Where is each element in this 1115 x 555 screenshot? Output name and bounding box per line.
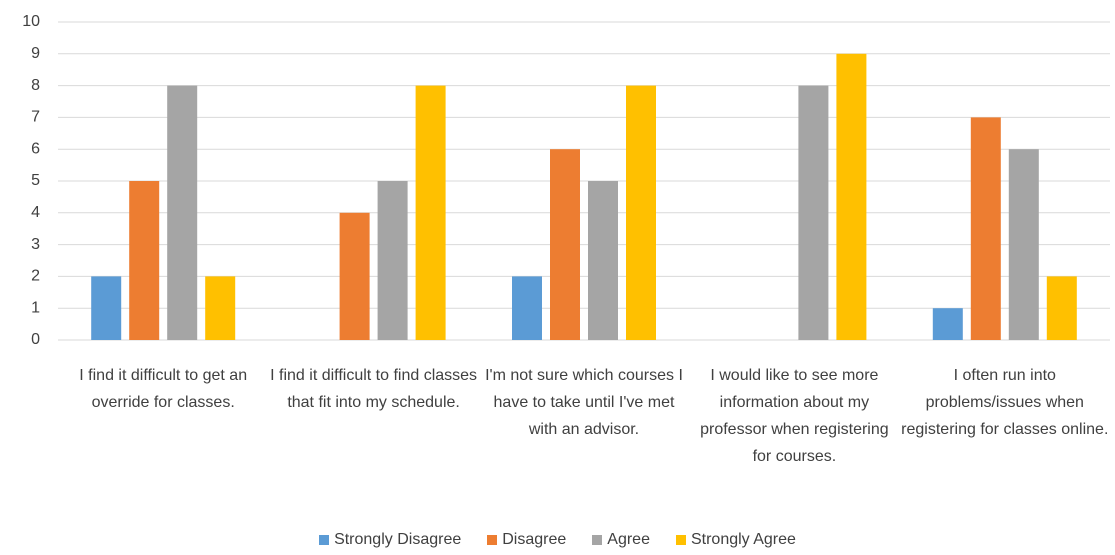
y-tick-label: 2	[31, 268, 40, 285]
bar	[798, 85, 829, 340]
bar	[377, 181, 408, 340]
bar	[129, 181, 160, 340]
bar	[205, 276, 236, 340]
bar	[512, 276, 542, 340]
legend-item: Strongly Agree	[675, 531, 796, 549]
x-tick-label: I find it difficult to find classes that…	[270, 367, 478, 411]
legend-label: Disagree	[502, 531, 567, 548]
bar	[91, 276, 122, 340]
bar	[588, 181, 618, 340]
legend-swatch	[675, 535, 686, 545]
bar	[970, 117, 1001, 341]
x-tick-label: I often run into problems/issues when re…	[901, 367, 1109, 438]
x-tick-label: I find it difficult to get an override f…	[79, 367, 248, 411]
y-tick-label: 7	[31, 109, 40, 126]
bar	[415, 85, 446, 340]
bar	[167, 85, 198, 340]
bar	[1008, 149, 1039, 340]
y-tick-label: 5	[31, 172, 40, 189]
bar	[626, 85, 656, 340]
y-tick-label: 3	[31, 236, 40, 253]
legend-item: Agree	[592, 531, 650, 549]
y-tick-label: 6	[31, 140, 40, 157]
bar	[1046, 276, 1077, 340]
legend-label: Strongly Agree	[690, 531, 796, 548]
x-tick-label: I'm not sure which courses I have to tak…	[485, 367, 683, 438]
legend: Strongly Disagree Disagree Agree Strongly A…	[0, 531, 1115, 549]
legend-swatch	[592, 535, 603, 545]
legend-item: Disagree	[487, 531, 566, 549]
y-tick-label: 10	[22, 13, 40, 30]
legend-swatch	[319, 535, 330, 545]
legend-swatch	[487, 535, 498, 545]
y-tick-label: 0	[31, 331, 40, 348]
legend-label: Agree	[607, 531, 650, 548]
y-tick-label: 8	[31, 77, 40, 94]
x-tick-label: I would like to see more information abo…	[700, 367, 889, 465]
legend-label: Strongly Disagree	[334, 531, 462, 548]
bar	[836, 53, 867, 341]
bar	[339, 212, 370, 340]
y-tick-label: 4	[31, 204, 40, 221]
legend-item: Strongly Disagree	[319, 531, 461, 549]
y-tick-label: 9	[31, 45, 40, 62]
bar	[932, 308, 963, 340]
bar	[550, 149, 580, 340]
y-tick-label: 1	[31, 299, 40, 316]
